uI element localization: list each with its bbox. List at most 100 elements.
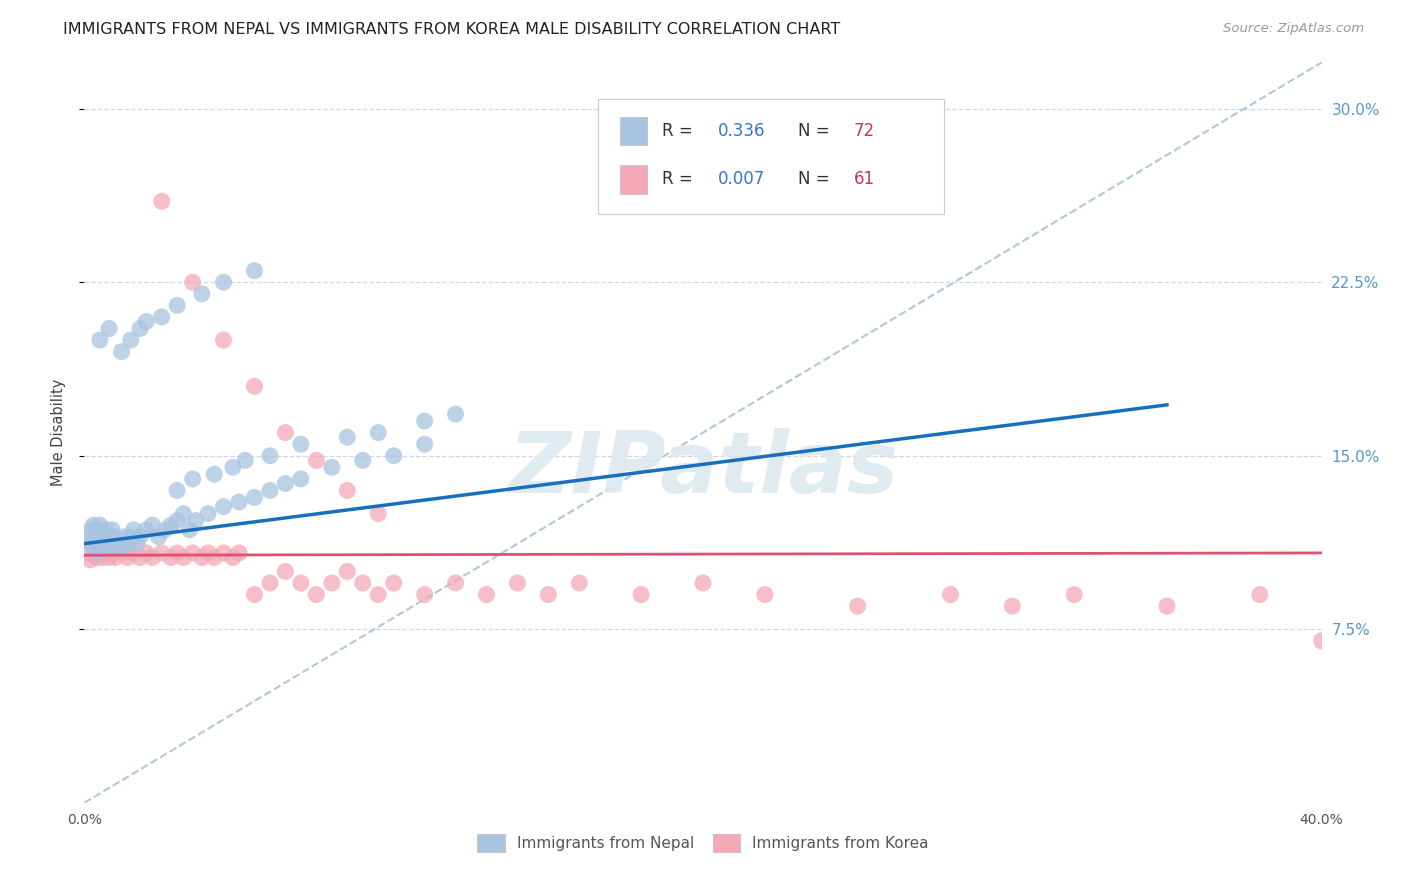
Point [166, 298, 188, 312]
Point [150, 194, 173, 209]
Point [86, 550, 108, 565]
Point [98, 541, 121, 556]
Point [274, 425, 297, 440]
Point [86, 523, 108, 537]
Point [179, 523, 201, 537]
Point [382, 576, 405, 591]
Text: R =: R = [662, 122, 699, 140]
Point [475, 588, 498, 602]
Point [120, 333, 142, 347]
Point [104, 550, 127, 565]
Point [305, 588, 328, 602]
Point [274, 476, 297, 491]
Point [83, 546, 105, 560]
Point [184, 514, 207, 528]
Point [129, 550, 152, 565]
Point [94, 536, 117, 550]
Point [98, 321, 121, 335]
Point [228, 495, 250, 509]
Point [101, 536, 124, 550]
Bar [620, 117, 647, 145]
Point [243, 379, 266, 393]
Legend: Immigrants from Nepal, Immigrants from Korea: Immigrants from Nepal, Immigrants from K… [471, 829, 935, 858]
Point [101, 523, 124, 537]
Point [129, 321, 152, 335]
Bar [620, 165, 647, 194]
Point [98, 550, 121, 565]
Point [181, 275, 204, 289]
Point [367, 588, 389, 602]
Point [506, 576, 529, 591]
Point [83, 518, 105, 533]
Point [104, 530, 127, 544]
Text: Source: ZipAtlas.com: Source: ZipAtlas.com [1223, 22, 1364, 36]
Text: 72: 72 [853, 122, 875, 140]
Point [243, 263, 266, 277]
Point [413, 437, 436, 451]
Point [122, 523, 145, 537]
Point [259, 576, 281, 591]
Point [321, 576, 343, 591]
Point [321, 460, 343, 475]
Point [98, 530, 121, 544]
Point [692, 576, 714, 591]
Point [212, 333, 235, 347]
Point [79, 523, 101, 537]
Point [104, 541, 127, 556]
Point [141, 550, 163, 565]
Point [120, 530, 142, 544]
Point [148, 530, 170, 544]
Point [114, 530, 136, 544]
Point [336, 565, 359, 579]
Point [939, 588, 962, 602]
Point [172, 507, 194, 521]
Point [259, 483, 281, 498]
Point [110, 546, 132, 560]
Point [86, 546, 108, 560]
Text: R =: R = [662, 170, 699, 188]
Point [101, 546, 124, 560]
Point [754, 588, 776, 602]
Text: 61: 61 [853, 170, 875, 188]
Point [222, 460, 245, 475]
Point [110, 541, 132, 556]
Point [202, 550, 225, 565]
Point [89, 518, 111, 533]
Text: 0.336: 0.336 [718, 122, 765, 140]
Point [413, 588, 436, 602]
FancyBboxPatch shape [598, 99, 945, 214]
Point [568, 576, 591, 591]
Point [367, 507, 389, 521]
Point [352, 576, 374, 591]
Point [243, 588, 266, 602]
Point [191, 550, 214, 565]
Point [117, 550, 139, 565]
Point [125, 536, 148, 550]
Point [166, 483, 188, 498]
Point [290, 576, 312, 591]
Point [382, 449, 405, 463]
Point [630, 588, 652, 602]
Text: N =: N = [799, 122, 835, 140]
Point [352, 453, 374, 467]
Point [290, 472, 312, 486]
Point [150, 546, 173, 560]
Point [76, 546, 98, 560]
Point [290, 437, 312, 451]
Point [135, 523, 157, 537]
Point [413, 414, 436, 428]
Point [1001, 599, 1024, 614]
Point [94, 546, 117, 560]
Point [160, 550, 183, 565]
Point [110, 344, 132, 359]
Point [141, 518, 163, 533]
Point [83, 530, 105, 544]
Point [89, 546, 111, 560]
Text: IMMIGRANTS FROM NEPAL VS IMMIGRANTS FROM KOREA MALE DISABILITY CORRELATION CHART: IMMIGRANTS FROM NEPAL VS IMMIGRANTS FROM… [63, 22, 841, 37]
Point [846, 599, 869, 614]
Point [444, 576, 467, 591]
Point [91, 541, 114, 556]
Text: ZIPatlas: ZIPatlas [508, 428, 898, 511]
Point [197, 507, 219, 521]
Point [122, 546, 145, 560]
